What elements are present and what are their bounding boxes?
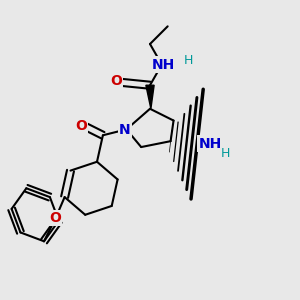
Polygon shape [146, 85, 154, 109]
Text: H: H [184, 54, 193, 67]
Text: N: N [119, 123, 131, 137]
Text: O: O [49, 211, 61, 225]
Text: O: O [110, 74, 122, 88]
Text: NH: NH [199, 136, 222, 151]
Text: O: O [75, 119, 87, 133]
Text: NH: NH [152, 58, 175, 72]
Text: H: H [221, 147, 230, 160]
